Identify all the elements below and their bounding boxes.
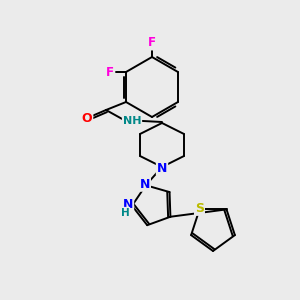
Text: NH: NH [123, 116, 141, 126]
Text: F: F [106, 65, 114, 79]
Text: N: N [123, 198, 133, 211]
Text: H: H [121, 208, 129, 218]
Text: S: S [195, 202, 204, 215]
Text: N: N [157, 161, 167, 175]
Text: N: N [140, 178, 150, 191]
Text: O: O [82, 112, 92, 124]
Text: F: F [148, 37, 156, 50]
